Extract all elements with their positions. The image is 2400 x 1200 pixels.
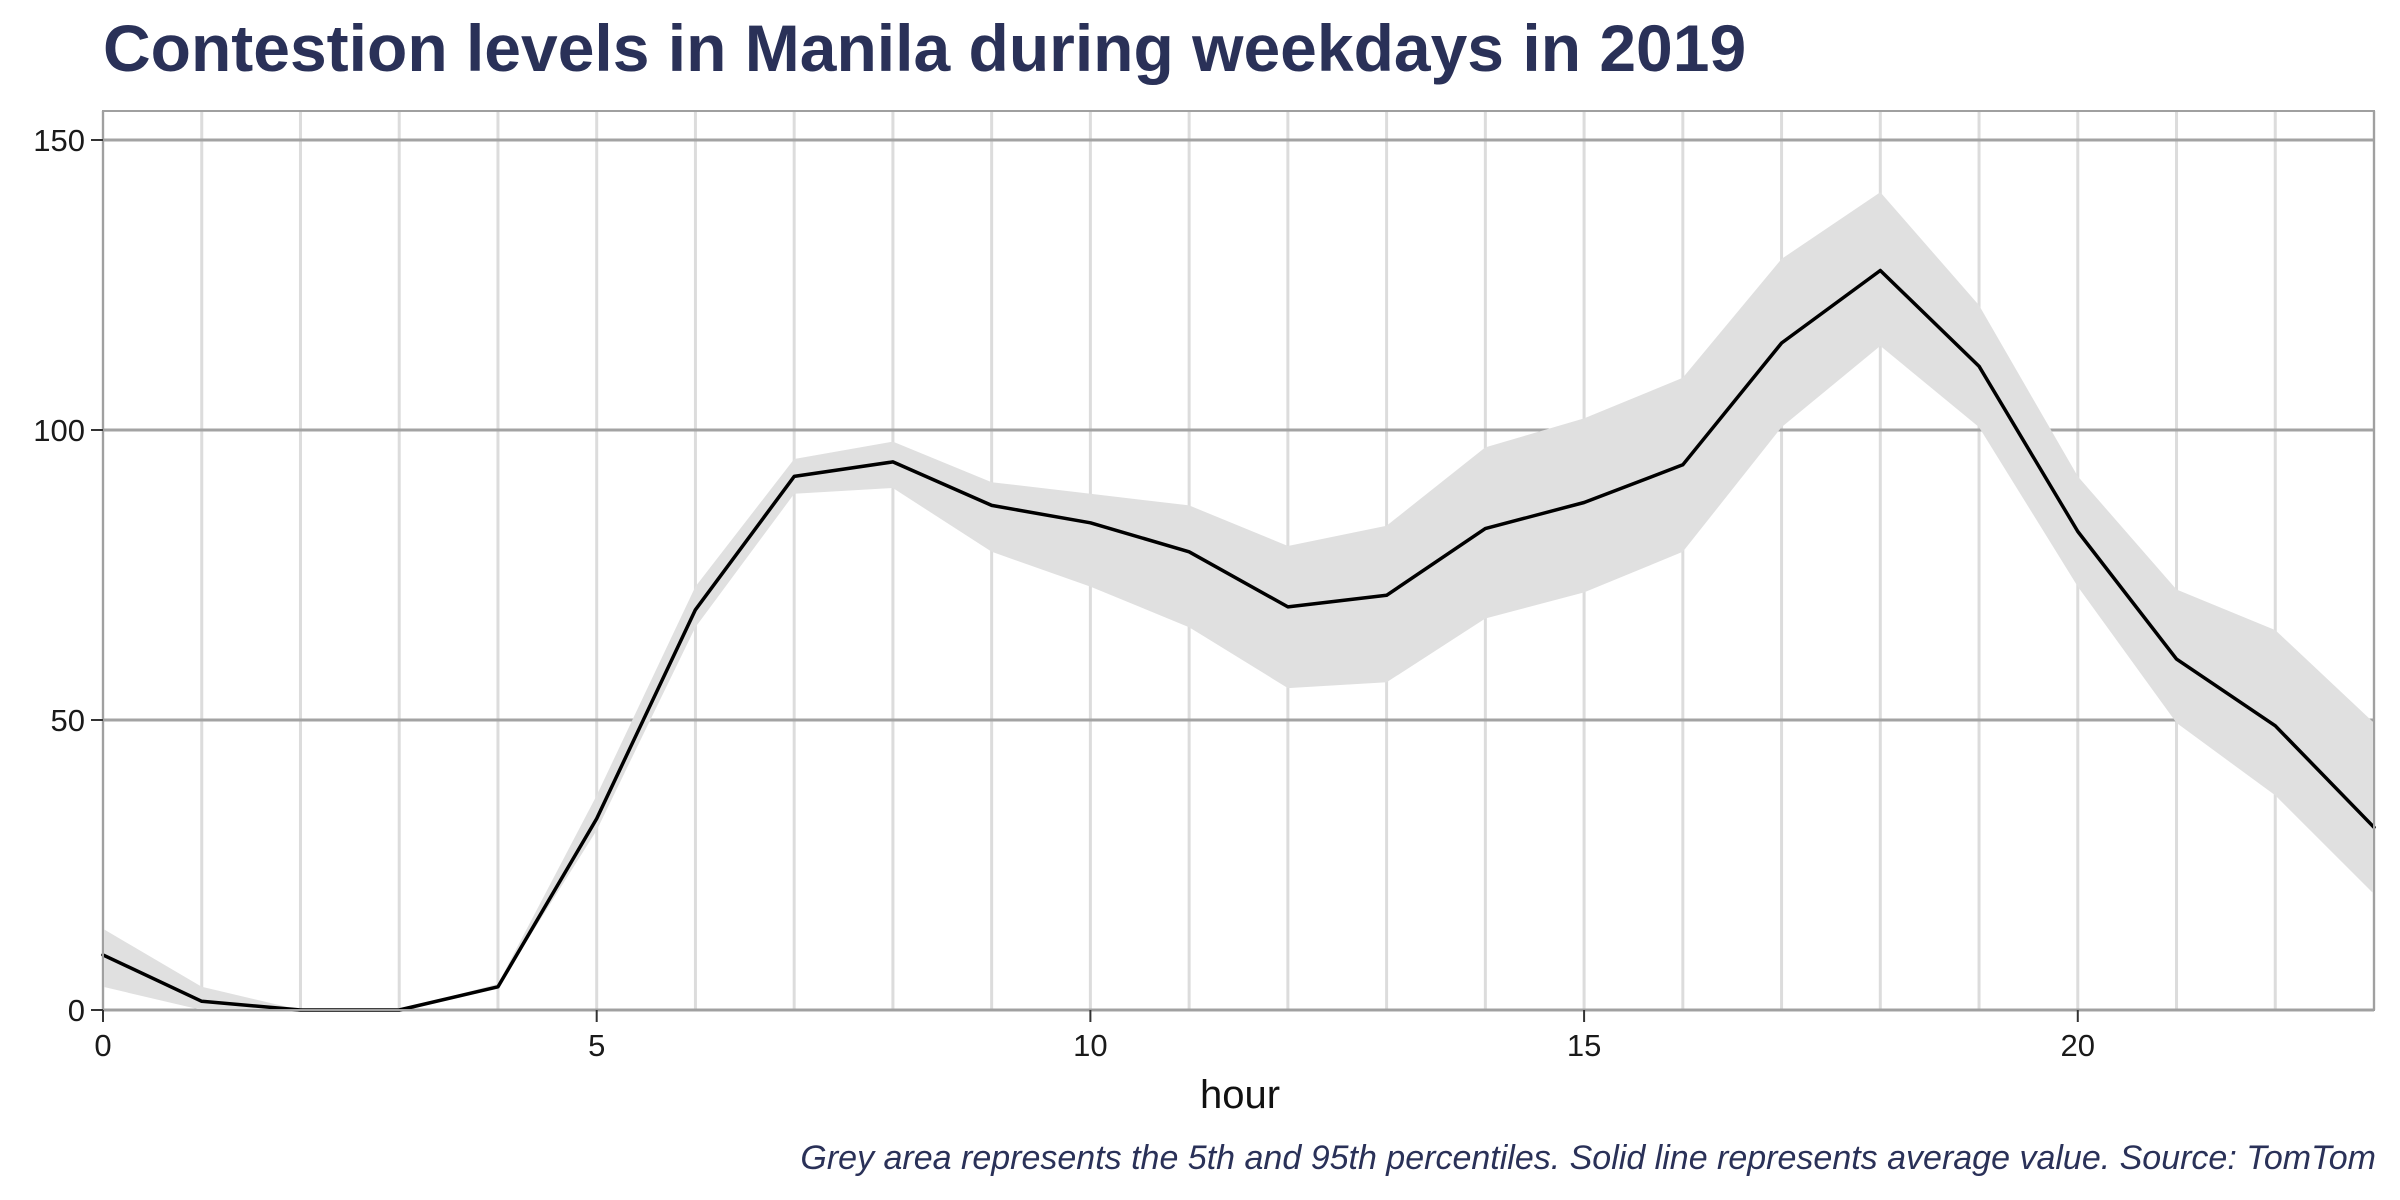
average-line xyxy=(101,268,2376,1012)
x-tick-label: 5 xyxy=(588,1028,605,1063)
y-tick-label: 0 xyxy=(68,993,85,1028)
x-tick-label: 20 xyxy=(2061,1028,2095,1063)
y-tick-label: 50 xyxy=(51,703,85,738)
x-tick-label: 10 xyxy=(1073,1028,1107,1063)
chart-caption: Grey area represents the 5th and 95th pe… xyxy=(800,1139,2376,1177)
percentile-band xyxy=(103,192,2374,1010)
x-tick-label: 15 xyxy=(1567,1028,1601,1063)
band-layer xyxy=(103,192,2374,1010)
tick-layer: 0 50 100 150 0 5 10 15 20 xyxy=(33,123,2095,1063)
x-axis-title: hour xyxy=(1200,1073,1280,1117)
x-tick-label: 0 xyxy=(94,1028,111,1063)
chart-title: Contestion levels in Manila during weekd… xyxy=(103,11,1747,85)
y-tick-label: 100 xyxy=(33,413,85,448)
y-tick-label: 150 xyxy=(33,123,85,158)
panel-border xyxy=(102,110,2375,1011)
grid-layer xyxy=(101,111,2376,1012)
line-layer xyxy=(101,268,2376,1012)
frame-layer xyxy=(102,110,2375,1011)
